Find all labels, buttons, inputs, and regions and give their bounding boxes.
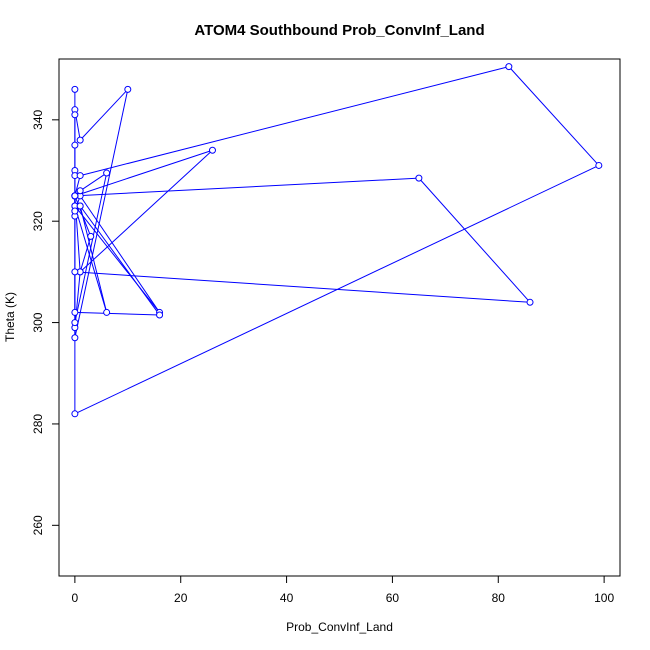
series-0-point-5 — [71, 111, 79, 119]
series-0-point-41 — [76, 202, 84, 210]
y-tick-label-3: 320 — [31, 211, 45, 231]
series-0-segment-40 — [79, 205, 160, 316]
y-tick-label-2: 300 — [31, 312, 45, 332]
series-0-segment-32 — [79, 172, 107, 192]
series-0-segment-2 — [79, 89, 129, 141]
series-0-point-24 — [103, 308, 111, 316]
series-0-point-28 — [87, 232, 95, 240]
series-0-segment-36 — [418, 177, 531, 303]
series-0-point-32 — [103, 169, 111, 177]
series-0-point-16 — [208, 146, 216, 154]
x-tick-label-5: 100 — [594, 591, 614, 605]
y-axis: 260 280 300 320 340 — [31, 109, 60, 535]
series-0-segment-23 — [74, 205, 108, 313]
series-0-segment-16 — [79, 149, 213, 273]
series-0-point-11 — [76, 172, 84, 180]
series-0-point-37 — [526, 298, 534, 306]
chart-title: ATOM4 Southbound Prob_ConvInf_Land — [194, 22, 484, 39]
series-0-point-40 — [156, 311, 164, 319]
series-0-point-42 — [71, 207, 79, 215]
y-tick-label-4: 340 — [31, 109, 45, 129]
series-0-point-12 — [505, 63, 513, 71]
series-0-segment-37 — [74, 271, 531, 303]
x-axis: 0 20 40 60 80 100 — [72, 575, 614, 605]
series-0-segment-11 — [80, 66, 509, 177]
series-0-point-14 — [71, 410, 79, 418]
series-0-point-31 — [71, 319, 79, 327]
plot-frame — [58, 58, 621, 577]
x-tick-label-1: 20 — [174, 591, 188, 605]
x-tick-label-0: 0 — [72, 591, 79, 605]
series-0-point-13 — [595, 161, 603, 169]
x-tick-label-4: 80 — [492, 591, 506, 605]
series-0-point-36 — [415, 174, 423, 182]
series-0-point-43 — [71, 192, 79, 200]
y-tick-label-0: 260 — [31, 515, 45, 535]
series-0-segment-3 — [74, 89, 129, 338]
series-0-point-2 — [76, 136, 84, 144]
series-0-point-4 — [71, 334, 79, 342]
series-0-point-3 — [124, 85, 132, 93]
series-0-segment-31 — [74, 172, 108, 323]
series-0-point-0 — [71, 85, 79, 93]
series-points — [71, 63, 603, 418]
x-tick-label-2: 40 — [280, 591, 294, 605]
series-0-point-6 — [71, 141, 79, 149]
series-0-segment-12 — [508, 66, 600, 166]
series-0-segment-15 — [74, 149, 213, 197]
series-0-segment-39 — [74, 311, 160, 316]
series-0-segment-24 — [79, 205, 108, 313]
x-axis-label: Prob_ConvInf_Land — [286, 620, 393, 634]
series-0-segment-28 — [79, 236, 92, 273]
series-0-segment-19 — [74, 205, 160, 313]
y-axis-label: Theta (K) — [3, 292, 17, 342]
y-tick-label-1: 280 — [31, 414, 45, 434]
series-0-segment-20 — [79, 195, 160, 313]
series-0-segment-35 — [74, 177, 419, 197]
series-0-point-39 — [71, 308, 79, 316]
x-tick-label-3: 60 — [386, 591, 400, 605]
series-0-point-33 — [76, 187, 84, 195]
series-0-point-38 — [71, 268, 79, 276]
series-0-segment-27 — [74, 195, 92, 237]
series-lines — [74, 66, 600, 415]
